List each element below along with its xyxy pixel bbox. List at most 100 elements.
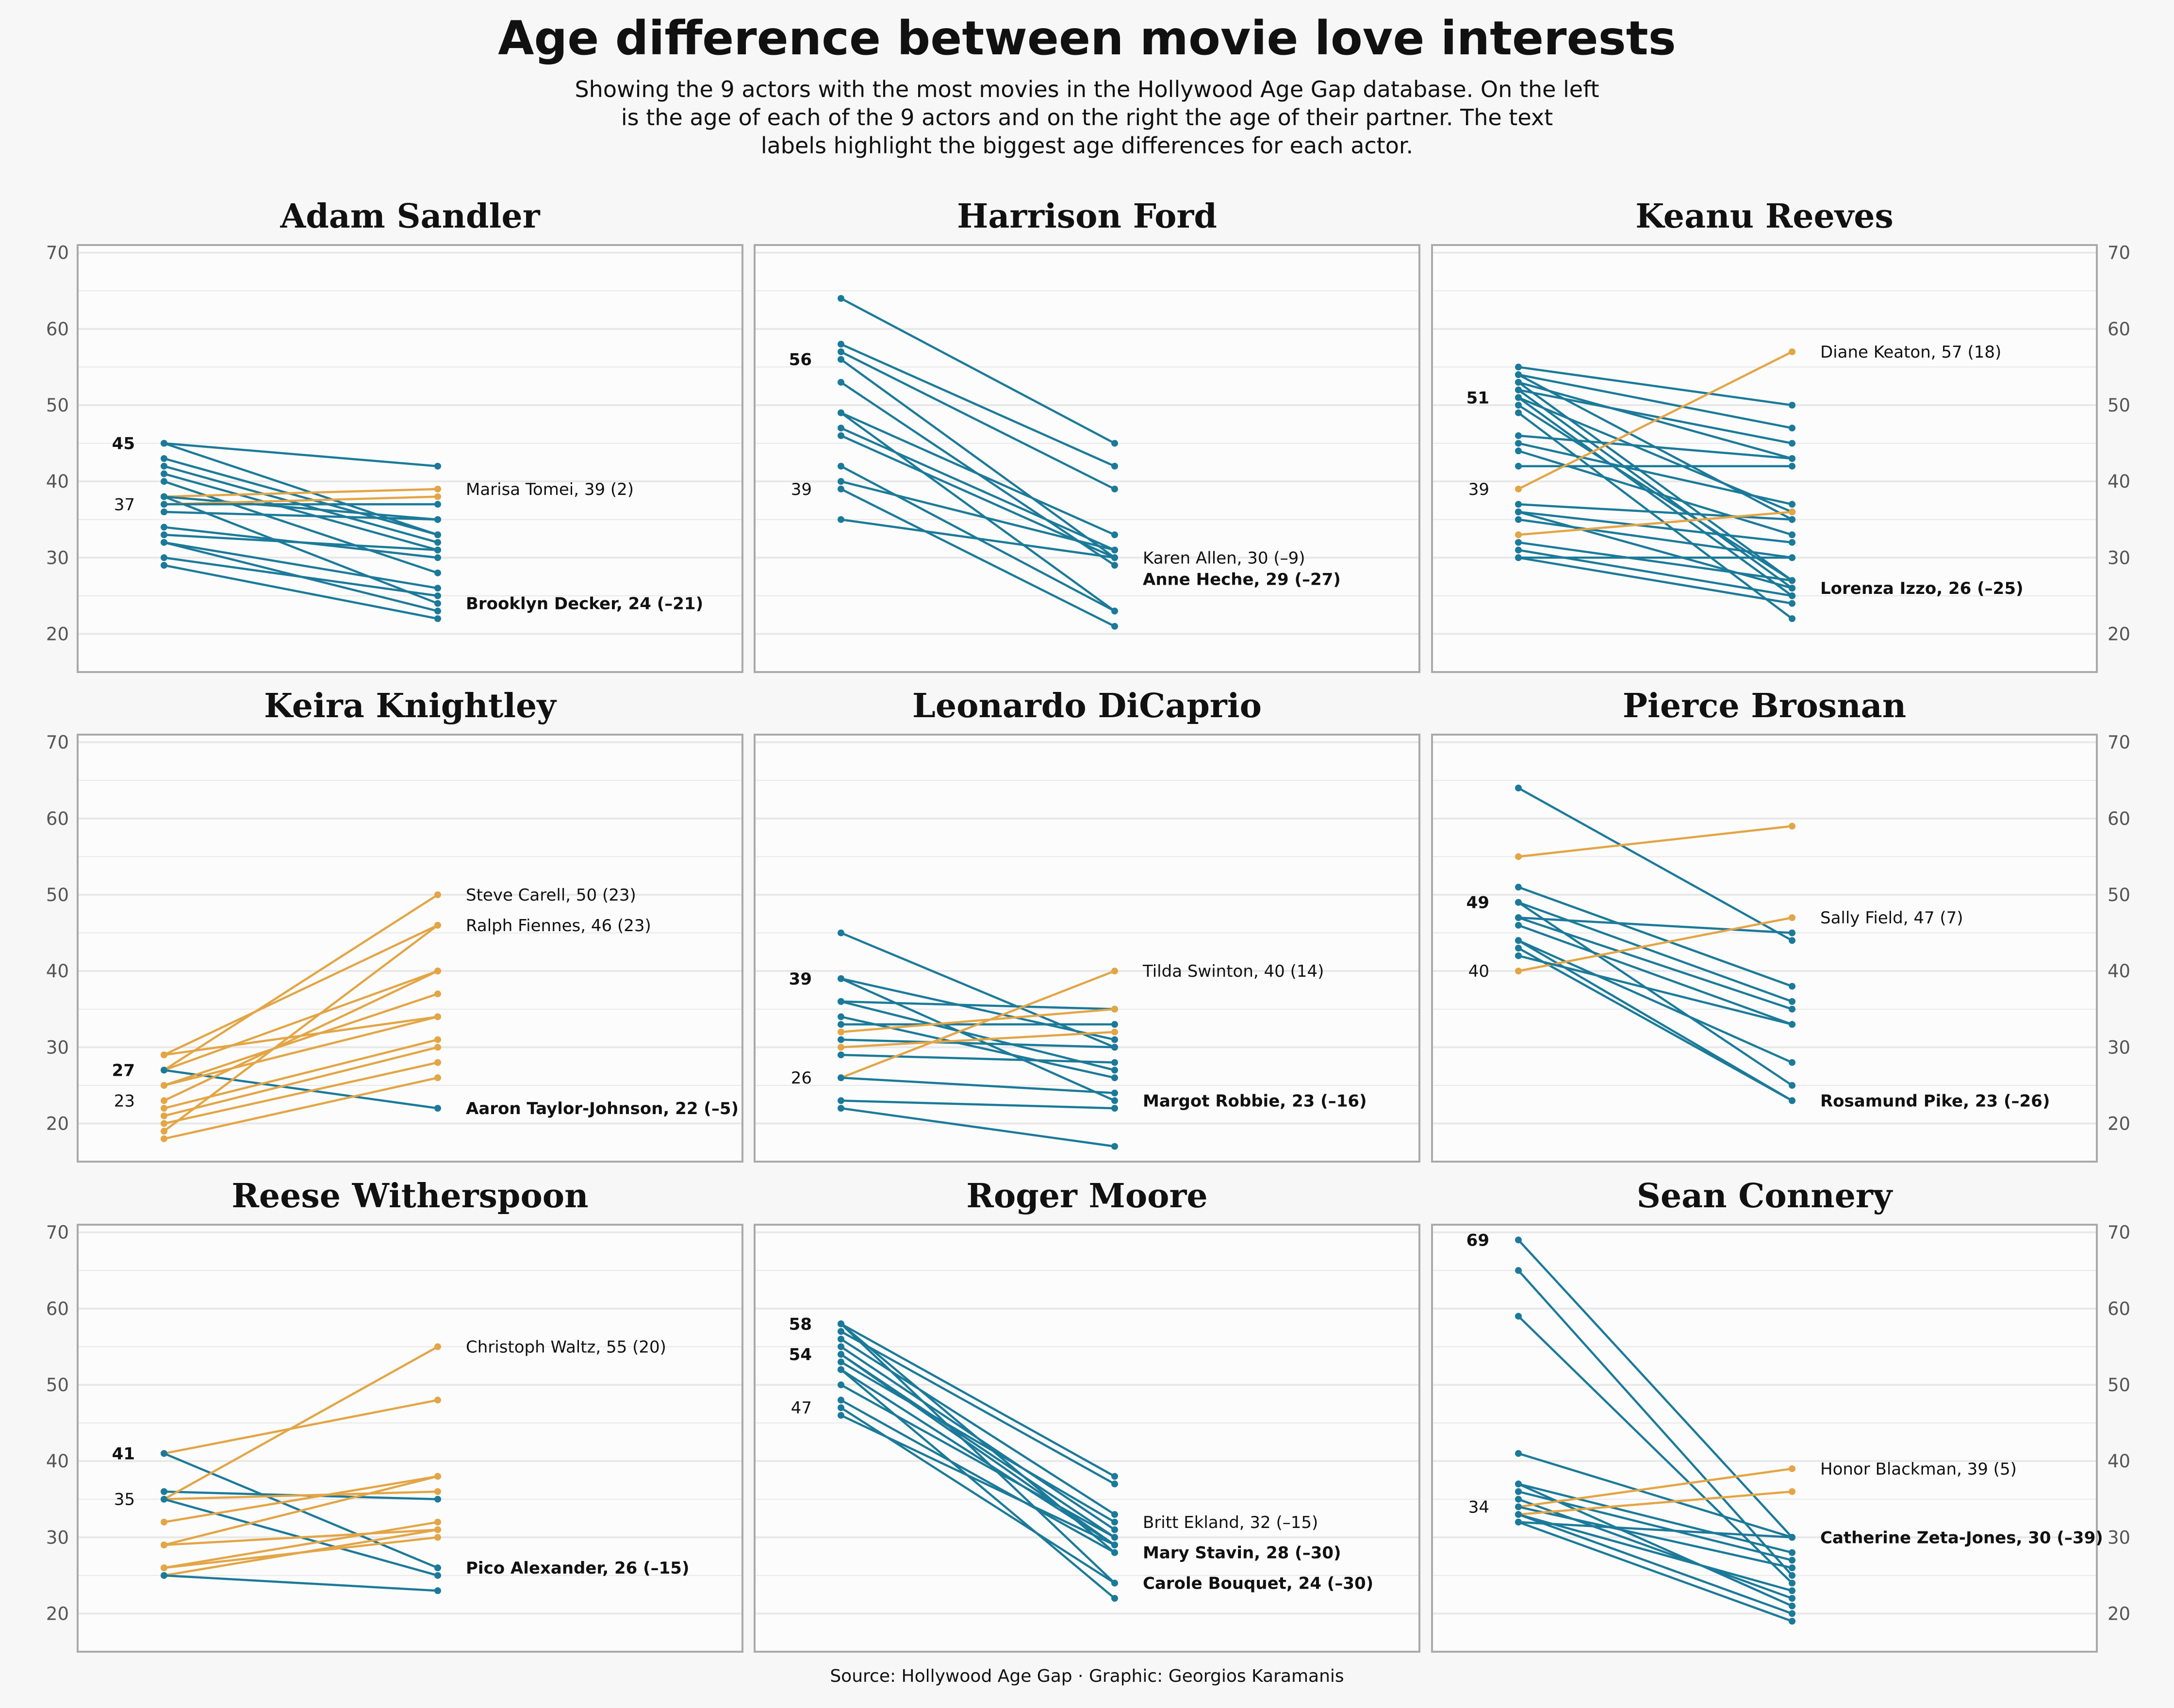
pair-line <box>163 495 439 506</box>
partner-age-dot <box>1789 914 1795 921</box>
partner-age-dot <box>434 539 441 546</box>
pair-line <box>163 1399 439 1455</box>
partner-age-dot <box>434 921 441 929</box>
actor-age-dot <box>838 1051 844 1058</box>
y-tick-label: 20 <box>2108 1113 2130 1134</box>
partner-annotation: Pico Alexander, 26 (–15) <box>466 1559 690 1578</box>
actor-age-label: 47 <box>791 1398 812 1418</box>
actor-age-dot <box>161 1488 167 1495</box>
pair-line <box>1517 373 1794 429</box>
partner-age-dot <box>1789 1595 1795 1602</box>
actor-age-dot <box>161 524 167 531</box>
partner-age-dot <box>434 1036 441 1043</box>
pair-line <box>1517 389 1794 444</box>
partner-age-dot <box>1111 1143 1118 1150</box>
actor-age-dot <box>161 470 167 477</box>
partner-age-dot <box>434 990 441 998</box>
actor-age-dot <box>161 554 167 561</box>
pair-line <box>163 457 439 536</box>
partner-age-dot <box>1111 1105 1118 1112</box>
actor-age-dot <box>838 516 844 523</box>
partner-age-dot <box>1789 1097 1795 1104</box>
pair-line <box>840 1076 1116 1094</box>
partner-annotation: Diane Keaton, 57 (18) <box>1820 343 2001 362</box>
panel: Reese Witherspoon 20 30 40 50 60 70 41 35 Christo… <box>46 1177 743 1653</box>
y-tick-label: 30 <box>2108 1527 2130 1548</box>
partner-age-dot <box>434 600 441 607</box>
partner-age-dot <box>1789 1465 1795 1472</box>
actor-age-dot <box>1515 462 1522 470</box>
actor-age-dot <box>838 1351 844 1358</box>
actor-age-dot <box>1515 1480 1522 1488</box>
actor-age-label: 58 <box>789 1314 812 1334</box>
pair-line <box>840 1008 1116 1034</box>
pair-line <box>1517 1513 1794 1592</box>
actor-age-dot <box>1515 539 1522 546</box>
actor-age-dot <box>1515 921 1522 929</box>
pair-line <box>1517 1452 1794 1539</box>
panel: Keanu Reeves 20 30 40 50 60 70 51 39 Diane Keaton… <box>1431 197 2130 673</box>
actor-age-dot <box>1515 914 1522 921</box>
panel: Roger Moore 58 54 47 Britt Ekland, 32 (–15) M… <box>754 1177 1420 1653</box>
actor-age-dot <box>1515 440 1522 447</box>
partner-age-dot <box>1789 983 1795 990</box>
partner-age-dot <box>1789 440 1795 447</box>
partner-age-dot <box>1789 1005 1795 1013</box>
pair-line <box>840 1323 1116 1478</box>
actor-age-dot <box>1515 485 1522 493</box>
actor-age-dot <box>1515 1236 1522 1244</box>
pair-line <box>840 488 1116 627</box>
y-tick-label: 70 <box>46 243 69 263</box>
panel-frame <box>1431 1224 2098 1653</box>
pair-line <box>1517 510 1794 544</box>
partner-annotation: Marisa Tomei, 39 (2) <box>466 480 634 499</box>
pair-line <box>1517 510 1794 536</box>
panel-frame <box>754 244 1420 673</box>
panel-title: Roger Moore <box>966 1177 1207 1215</box>
partner-age-dot <box>434 546 441 554</box>
partner-annotation: Catherine Zeta-Jones, 30 (–39) <box>1820 1528 2103 1547</box>
partner-age-dot <box>1111 462 1118 470</box>
pair-line <box>840 1361 1116 1524</box>
pair-line <box>840 480 1116 551</box>
actor-age-dot <box>1515 501 1522 508</box>
pair-line <box>163 541 439 590</box>
pair-line <box>163 557 439 597</box>
actor-age-dot <box>161 562 167 569</box>
partner-age-dot <box>1111 1097 1118 1104</box>
chart-subtitle-line-2: is the age of each of the 9 actors and o… <box>621 104 1553 131</box>
y-tick-label: 30 <box>2108 547 2130 568</box>
partner-age-dot <box>1789 531 1795 539</box>
actor-age-dot <box>838 1044 844 1051</box>
pair-line <box>1517 381 1794 582</box>
actor-age-dot <box>838 1013 844 1020</box>
partner-age-dot <box>1111 608 1118 615</box>
partner-age-dot <box>1111 1028 1118 1035</box>
partner-annotation: Rosamund Pike, 23 (–26) <box>1820 1091 2050 1111</box>
pair-line <box>163 1069 439 1110</box>
panel: Pierce Brosnan 20 30 40 50 60 70 49 40 Sally Fiel… <box>1431 687 2130 1163</box>
partner-age-dot <box>1789 1549 1795 1556</box>
pair-line <box>1517 411 1794 620</box>
actor-age-label: 37 <box>114 495 135 514</box>
actor-age-dot <box>838 425 844 432</box>
actor-age-label: 40 <box>1468 962 1489 981</box>
actor-age-dot <box>838 432 844 439</box>
y-tick-label: 50 <box>2108 1375 2130 1396</box>
pair-line <box>163 495 439 521</box>
partner-annotation: Margot Robbie, 23 (–16) <box>1143 1091 1367 1111</box>
partner-age-dot <box>1111 1005 1118 1013</box>
y-tick-label: 70 <box>2108 243 2130 263</box>
y-tick-label: 70 <box>46 732 69 753</box>
actor-age-dot <box>1515 1488 1522 1495</box>
y-tick-label: 60 <box>46 319 69 340</box>
actor-age-dot <box>1515 371 1522 378</box>
actor-age-dot <box>838 1343 844 1350</box>
partner-age-dot <box>1111 1511 1118 1518</box>
partner-age-dot <box>1789 1488 1795 1495</box>
pair-line <box>1517 518 1794 559</box>
partner-annotation: Steve Carell, 50 (23) <box>466 886 636 905</box>
partner-age-dot <box>1789 462 1795 470</box>
y-tick-label: 60 <box>2108 1298 2130 1319</box>
pair-line <box>163 473 439 551</box>
